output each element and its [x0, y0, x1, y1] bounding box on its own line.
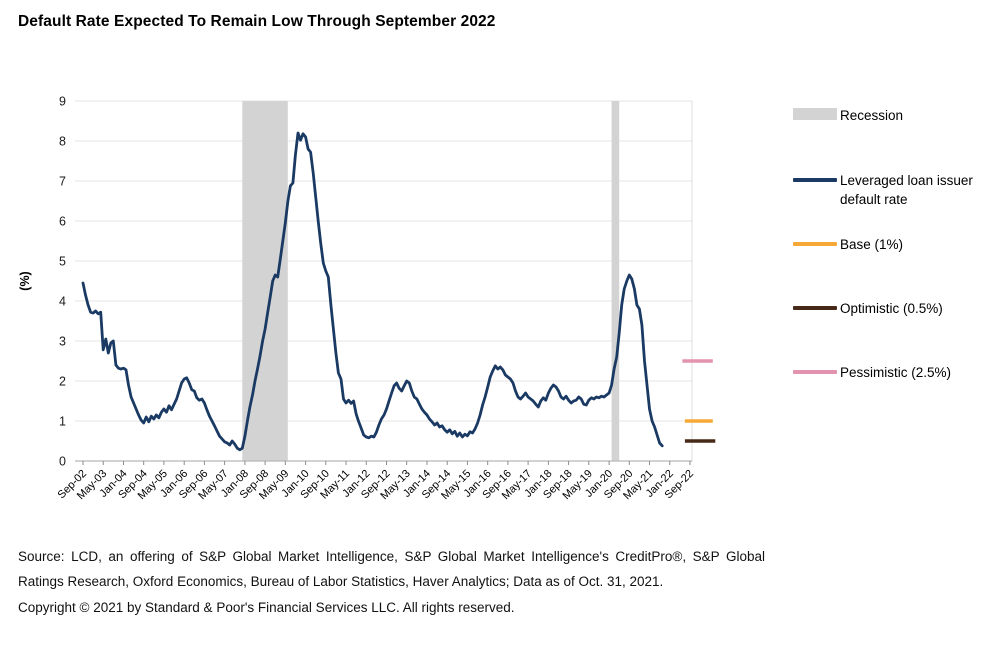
chart-canvas: Sep-02May-03Jan-04Sep-04May-05Jan-06Sep-… — [18, 95, 716, 502]
base-line-swatch — [793, 242, 837, 246]
y-tick-label: 1 — [59, 415, 66, 429]
recession-swatch — [793, 108, 837, 120]
chart-footer: Source: LCD, an offering of S&P Global M… — [18, 544, 765, 620]
legend-item-base: Base (1%) — [793, 235, 903, 254]
legend-item-pessimistic: Pessimistic (2.5%) — [793, 363, 951, 382]
default-rate-chart: Sep-02 May-03 Jan-04 Sep-04 May-05 Jan-06 Sep-… — [18, 95, 716, 502]
source-text: Source: LCD, an offering of S&P Global M… — [18, 549, 765, 590]
default-rate-line — [81, 131, 664, 452]
legend-item-optimistic: Optimistic (0.5%) — [793, 299, 943, 318]
pessimistic-line-swatch — [793, 370, 837, 374]
recession-band — [611, 101, 620, 461]
legend-item-recession: Recession — [793, 106, 903, 125]
legend-label-recession: Recession — [840, 108, 904, 123]
legend-label-optimistic: Optimistic (0.5%) — [840, 301, 943, 316]
y-tick-label: 3 — [59, 335, 66, 349]
y-tick-label: 7 — [59, 175, 66, 189]
optimistic-line-swatch — [793, 306, 837, 310]
y-tick-label: 6 — [59, 215, 66, 229]
y-tick-label: 8 — [59, 135, 66, 149]
y-tick-label: 9 — [59, 95, 66, 109]
y-tick-label: 4 — [59, 295, 66, 309]
y-axis-title: (%) — [18, 271, 32, 290]
legend-label-base: Base (1%) — [840, 237, 904, 252]
legend-item-leveraged-loan: Leveraged loan issuer default rate — [793, 171, 992, 209]
legend-label-pessimistic: Pessimistic (2.5%) — [840, 365, 952, 380]
legend-label-leveraged-loan: Leveraged loan issuer default rate — [840, 173, 973, 207]
chart-title: Default Rate Expected To Remain Low Thro… — [18, 13, 496, 30]
y-tick-label: 0 — [59, 455, 66, 469]
y-tick-label: 5 — [59, 255, 66, 269]
y-tick-label: 2 — [59, 375, 66, 389]
copyright-text: Copyright © 2021 by Standard & Poor's Fi… — [18, 599, 515, 615]
leveraged-loan-line-swatch — [793, 178, 837, 182]
